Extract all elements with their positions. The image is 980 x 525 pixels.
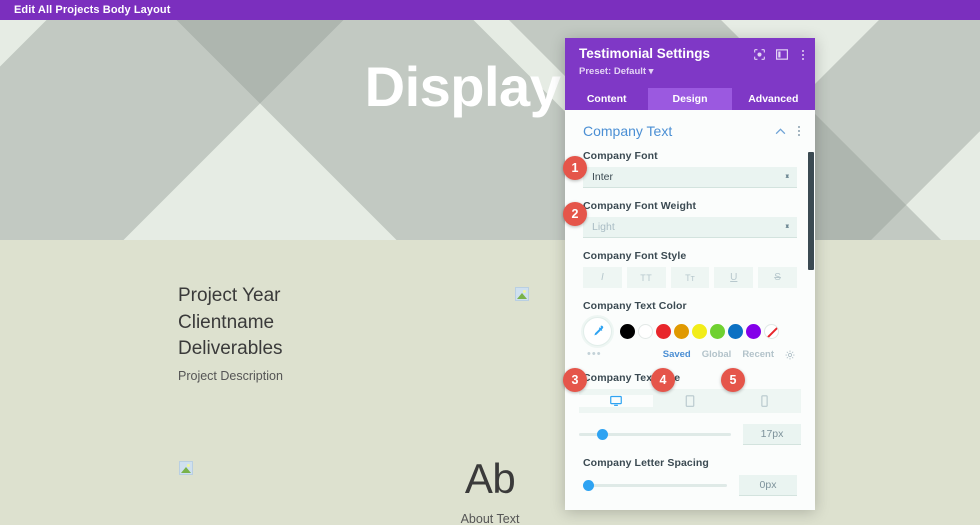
company-font-label: Company Font (583, 150, 658, 162)
project-deliverables: Deliverables (178, 338, 283, 359)
broken-image-icon (515, 287, 529, 301)
company-text-size-value[interactable]: 17px (743, 424, 801, 445)
swatch-green[interactable] (710, 324, 725, 339)
swatch-purple[interactable] (746, 324, 761, 339)
more-colors-icon[interactable]: ••• (587, 348, 602, 360)
device-desktop-button[interactable] (579, 395, 653, 407)
about-title: Ab (464, 455, 516, 502)
hero-section: Display H (0, 20, 980, 240)
swatch-red[interactable] (656, 324, 671, 339)
tab-content[interactable]: Content (586, 93, 627, 105)
strikethrough-button[interactable]: S (758, 267, 797, 288)
tab-advanced[interactable]: Advanced (748, 93, 799, 105)
field-company-font: Company Font Inter ▴ ▾ (565, 150, 815, 188)
capitalize-button[interactable]: Tᴛ (670, 267, 710, 288)
about-text: About Text (460, 512, 520, 525)
color-source-tabs: Saved Global Recent (583, 349, 797, 360)
responsive-device-row (579, 389, 801, 413)
field-company-letter-spacing: Company Letter Spacing 0px (565, 457, 815, 496)
company-font-value: Inter (592, 171, 614, 183)
field-company-text-color: Company Text Color ••• (565, 300, 815, 360)
company-font-style-label: Company Font Style (583, 250, 687, 262)
modal-title: Testimonial Settings (579, 46, 711, 61)
admin-bar[interactable]: Edit All Projects Body Layout (0, 0, 980, 20)
eyedropper-icon[interactable] (583, 317, 612, 346)
swatch-yellow[interactable] (692, 324, 707, 339)
company-letter-spacing-slider-row: 0px (583, 475, 797, 496)
company-text-size-label: Company Text Size (583, 372, 681, 384)
color-tab-saved[interactable]: Saved (662, 349, 691, 360)
field-company-font-style: Company Font Style I TT Tᴛ U S (565, 250, 815, 288)
chevron-up-icon[interactable] (775, 122, 786, 140)
field-company-text-size: Company Text Size 17px (565, 372, 815, 445)
group-kebab-menu-icon[interactable] (795, 126, 803, 136)
swatch-white[interactable] (638, 324, 653, 339)
swatch-transparent[interactable] (764, 324, 779, 339)
annotation-badge-5: 5 (721, 368, 745, 392)
broken-image-icon (179, 461, 193, 475)
italic-button[interactable]: I (583, 267, 622, 288)
layout-icon[interactable] (776, 49, 788, 60)
company-text-size-slider-row: 17px (579, 424, 801, 445)
swatch-blue[interactable] (728, 324, 743, 339)
scrollbar-thumb[interactable] (808, 152, 814, 270)
kebab-menu-icon[interactable] (799, 49, 807, 60)
testimonial-settings-modal: Testimonial Settings Preset: Default ▾ C… (565, 38, 815, 510)
hero-title: Display H (364, 55, 616, 118)
group-tools (775, 122, 803, 140)
device-phone-button[interactable] (727, 395, 801, 407)
underline-button[interactable]: U (714, 267, 754, 288)
company-letter-spacing-value[interactable]: 0px (739, 475, 797, 496)
device-tablet-button[interactable] (653, 395, 727, 407)
gear-icon[interactable] (785, 350, 795, 360)
company-font-style-buttons: I TT Tᴛ U S (583, 267, 797, 288)
company-font-weight-label: Company Font Weight (583, 200, 697, 212)
company-font-select[interactable]: Inter ▴ ▾ (583, 167, 797, 188)
project-description: Project Description (178, 368, 283, 383)
color-tab-recent[interactable]: Recent (742, 349, 774, 360)
annotation-badge-2: 2 (563, 202, 587, 226)
admin-bar-label: Edit All Projects Body Layout (14, 4, 171, 16)
tab-design[interactable]: Design (648, 88, 732, 110)
swatch-black[interactable] (620, 324, 635, 339)
swatch-orange[interactable] (674, 324, 689, 339)
company-text-color-label: Company Text Color (583, 300, 687, 312)
target-icon[interactable] (754, 49, 765, 60)
project-meta: Project Year Clientname Deliverables Pro… (178, 285, 283, 383)
slider-knob[interactable] (583, 480, 594, 491)
modal-tabs: Content Design Advanced (565, 88, 815, 110)
company-font-weight-value: Light (592, 221, 615, 233)
uppercase-button[interactable]: TT (626, 267, 666, 288)
annotation-badge-4: 4 (651, 368, 675, 392)
group-header-company-text[interactable]: Company Text (565, 110, 815, 150)
modal-header-icons (754, 49, 807, 60)
color-swatch-row (583, 317, 797, 346)
project-section: Project Year Clientname Deliverables Pro… (0, 240, 980, 525)
modal-preset-selector[interactable]: Preset: Default ▾ (579, 66, 654, 77)
company-letter-spacing-slider[interactable] (583, 480, 727, 491)
company-letter-spacing-label: Company Letter Spacing (583, 457, 709, 469)
slider-knob[interactable] (597, 429, 609, 440)
annotation-badge-1: 1 (563, 156, 587, 180)
color-tab-global[interactable]: Global (701, 349, 732, 360)
modal-header: Testimonial Settings Preset: Default ▾ (565, 38, 815, 88)
project-clientname: Clientname (178, 311, 275, 333)
company-text-size-slider[interactable] (579, 429, 731, 440)
project-year: Project Year (178, 285, 281, 306)
field-company-font-weight: Company Font Weight Light ▴ ▾ (565, 200, 815, 238)
company-font-weight-select[interactable]: Light ▴ ▾ (583, 217, 797, 238)
group-title: Company Text (583, 123, 673, 139)
annotation-badge-3: 3 (563, 368, 587, 392)
modal-body: Company Text Company Font Inter ▴ ▾ (565, 110, 815, 510)
